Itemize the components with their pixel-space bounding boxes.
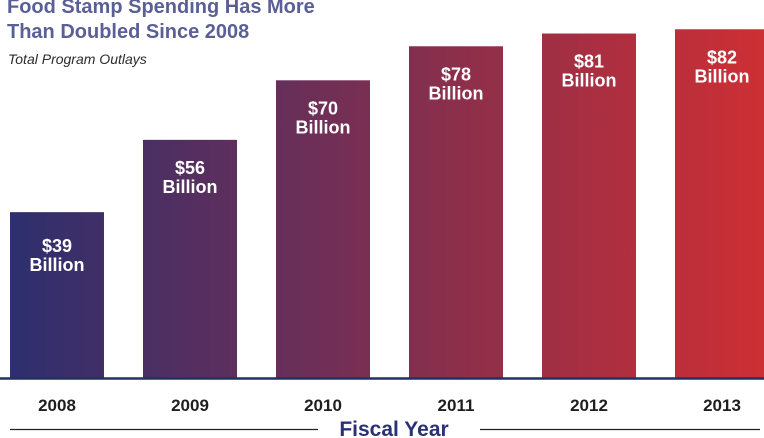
chart-subtitle: Total Program Outlays bbox=[8, 51, 147, 67]
bar-2012 bbox=[542, 33, 636, 378]
bar-2011 bbox=[409, 46, 503, 378]
tick-label-2008: 2008 bbox=[38, 396, 76, 415]
bar-2013 bbox=[675, 29, 764, 378]
tick-label-2012: 2012 bbox=[570, 396, 608, 415]
chart-title: Food Stamp Spending Has More Than Double… bbox=[7, 0, 367, 45]
bar-2010 bbox=[276, 80, 370, 378]
x-tick-labels: 2008 2009 2010 2011 2012 2013 bbox=[38, 396, 741, 415]
data-label-2008-line-2: Billion bbox=[30, 255, 85, 275]
data-label-2011-line-2: Billion bbox=[429, 83, 484, 103]
bar-2009 bbox=[143, 139, 237, 378]
data-label-2012-line-1: $81 bbox=[574, 52, 604, 72]
data-label-2011-line-1: $78 bbox=[441, 64, 471, 84]
tick-label-2010: 2010 bbox=[304, 396, 342, 415]
tick-label-2013: 2013 bbox=[703, 396, 741, 415]
bar-2008 bbox=[10, 212, 104, 378]
data-label-2013-line-1: $82 bbox=[707, 47, 737, 67]
chart-title-line-1: Food Stamp Spending Has More bbox=[7, 0, 315, 18]
bars-group: $39Billion$56Billion$70Billion$78Billion… bbox=[10, 29, 764, 378]
data-label-2010-line-1: $70 bbox=[308, 98, 338, 118]
data-label-2010-line-2: Billion bbox=[296, 117, 351, 137]
tick-label-2011: 2011 bbox=[438, 396, 475, 415]
data-label-2009-line-1: $56 bbox=[175, 158, 205, 178]
data-label-2013-line-2: Billion bbox=[695, 66, 750, 86]
chart-title-line-2: Than Doubled Since 2008 bbox=[7, 21, 250, 43]
data-label-2009-line-2: Billion bbox=[163, 177, 218, 197]
tick-label-2009: 2009 bbox=[171, 396, 209, 415]
x-axis-title: Fiscal Year bbox=[339, 418, 448, 438]
data-label-2012-line-2: Billion bbox=[562, 71, 617, 91]
data-label-2008-line-1: $39 bbox=[42, 236, 72, 256]
